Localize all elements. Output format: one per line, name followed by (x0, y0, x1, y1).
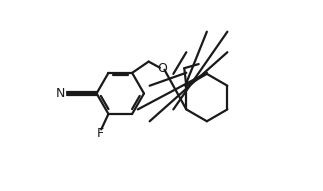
Text: O: O (157, 62, 167, 75)
Text: F: F (97, 127, 104, 140)
Text: N: N (56, 87, 65, 100)
